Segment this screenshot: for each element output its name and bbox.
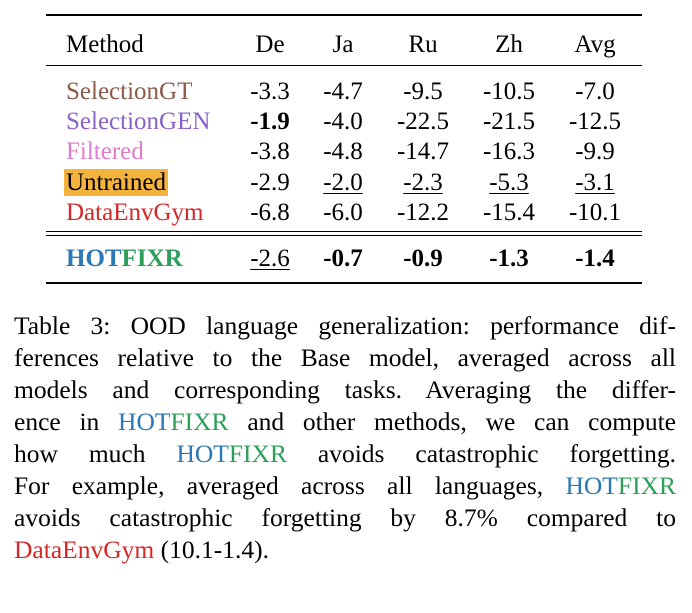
caption-line: how much HOTFIXR avoids catastrophic for… (14, 438, 676, 470)
table-bottom-rule (46, 282, 642, 284)
hotfixr-hot: HOT (565, 471, 618, 500)
table-cell: -1.9 (250, 108, 290, 135)
table-cell: -21.5 (482, 108, 536, 135)
hotfixr-fix: FIXR (617, 471, 676, 500)
caption-line: ence in HOTFIXR and other methods, we ca… (14, 406, 676, 438)
table-separator-rule-1 (46, 231, 642, 233)
table-cell: -7.0 (575, 78, 615, 105)
table-cell: -0.9 (403, 245, 443, 272)
table-cell: -10.1 (568, 199, 622, 226)
header-method: Method (66, 31, 144, 58)
table-cell: -9.9 (575, 138, 615, 165)
caption-text: For example, averaged across all languag… (14, 471, 566, 500)
table-cell: -4.0 (323, 108, 363, 135)
table-cell: -14.7 (396, 138, 450, 165)
table-cell: -6.0 (323, 199, 363, 226)
table-cell: -3.3 (250, 78, 290, 105)
header-ja: Ja (332, 31, 354, 58)
table-cell: -1.3 (489, 245, 529, 272)
table-cell: -4.8 (323, 138, 363, 165)
table-cell: -0.7 (323, 245, 363, 272)
table-cell: -3.8 (250, 138, 290, 165)
table-cell: -3.1 (575, 169, 615, 196)
table-cell: -5.3 (489, 169, 529, 196)
table-top-rule (46, 14, 642, 16)
caption-text: and other methods, we can compute (228, 407, 676, 436)
header-de: De (255, 31, 285, 58)
table-cell: -6.8 (250, 199, 290, 226)
row-method-selectiongt: SelectionGT (66, 78, 193, 105)
hotfixr-hot: HOT (176, 439, 229, 468)
row-method-dataenvgym: DataEnvGym (66, 199, 204, 226)
row-method-hotfixr: HOTFIXR (66, 244, 183, 274)
caption-text: how much (14, 439, 177, 468)
table-cell: -1.4 (575, 245, 615, 272)
header-avg: Avg (574, 31, 616, 58)
table-cell: -16.3 (482, 138, 536, 165)
hotfixr-fix: FIXR (121, 245, 183, 272)
table-cell: -2.3 (403, 169, 443, 196)
table-cell: -12.5 (568, 108, 622, 135)
caption-line: Table 3: OOD language generalization: pe… (14, 311, 676, 340)
caption-line: ferences relative to the Base model, ave… (14, 343, 676, 372)
row-method-untrained: Untrained (64, 168, 168, 198)
table-cell: -4.7 (323, 78, 363, 105)
header-ru: Ru (408, 31, 438, 58)
caption-text: (10.1-1.4). (154, 535, 269, 564)
caption-text: ence in (14, 407, 119, 436)
hotfixr-fix: FIXR (228, 439, 287, 468)
table-cell: -22.5 (396, 108, 450, 135)
row-method-filtered: Filtered (66, 138, 144, 165)
hotfixr-hot: HOT (118, 407, 171, 436)
table-caption: Table 3: OOD language generalization: pe… (14, 310, 676, 566)
table-cell: -12.2 (396, 199, 450, 226)
table-cell: -2.0 (323, 169, 363, 196)
hotfixr-fix: FIXR (170, 407, 229, 436)
hotfixr-hot: HOT (66, 245, 122, 272)
caption-dataenvgym: DataEnvGym (14, 535, 155, 564)
caption-line: For example, averaged across all languag… (14, 470, 676, 502)
table-cell: -9.5 (403, 78, 443, 105)
table-cell: -2.6 (250, 245, 290, 272)
table-cell: -10.5 (482, 78, 536, 105)
table-header-rule (46, 65, 642, 67)
caption-line: DataEnvGym (10.1-1.4). (14, 534, 676, 566)
caption-text: avoids catastrophic forgetting. (286, 439, 676, 468)
header-zh: Zh (495, 31, 523, 58)
row-method-selectiongen: SelectionGEN (66, 108, 211, 135)
table-separator-rule-2 (46, 235, 642, 237)
caption-line: models and corresponding tasks. Averagin… (14, 375, 676, 404)
table-cell: -15.4 (482, 199, 536, 226)
caption-line: avoids catastrophic forgetting by 8.7% c… (14, 503, 676, 532)
table-cell: -2.9 (250, 169, 290, 196)
untrained-highlight-label: Untrained (64, 169, 168, 196)
